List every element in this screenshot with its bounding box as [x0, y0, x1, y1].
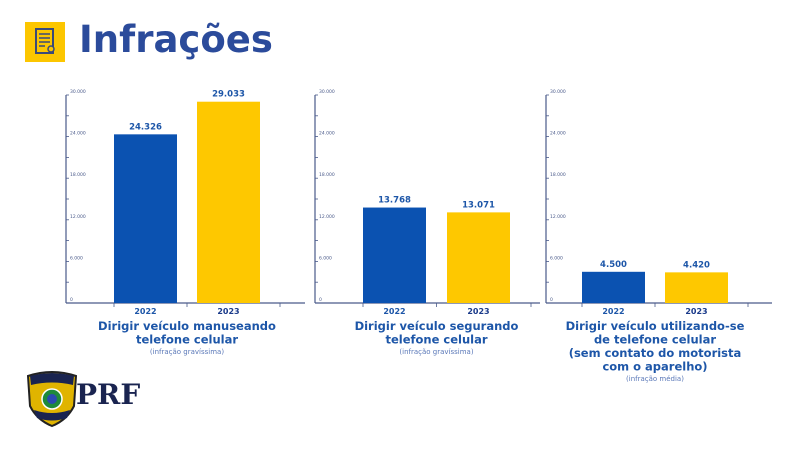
chart-title-line: de telefone celular: [594, 333, 716, 347]
chart-title-line: telefone celular: [385, 333, 487, 347]
y-tick-label: 6.000: [319, 255, 332, 261]
chart-subtitle: (infração gravíssima): [150, 348, 224, 356]
y-tick-label: 24.000: [319, 131, 335, 137]
y-tick-label: 18.000: [319, 172, 335, 178]
y-tick-label: 18.000: [550, 172, 566, 178]
value-label: 13.768: [378, 196, 411, 206]
y-tick-label: 12.000: [70, 214, 86, 220]
bar-2023: [197, 101, 260, 304]
y-tick-label: 24.000: [70, 131, 86, 137]
bar-2022: [363, 207, 426, 303]
category-label: 2023: [467, 307, 489, 316]
document-icon: [35, 28, 55, 54]
bar-2023: [665, 272, 728, 303]
chart-title-line: Dirigir veículo segurando: [355, 319, 519, 333]
y-tick-label: 30.000: [550, 89, 566, 95]
y-tick-label: 24.000: [550, 131, 566, 137]
chart-panel: 0 6.000 12.000 18.000 24.000 30.000 13.768 2022…: [314, 89, 540, 356]
y-tick-label: 0: [70, 297, 73, 303]
value-label: 24.326: [129, 122, 162, 132]
y-tick-label: 0: [550, 297, 553, 303]
chart-title-line: telefone celular: [136, 333, 238, 347]
value-label: 29.033: [212, 90, 245, 100]
category-label: 2022: [134, 307, 156, 316]
chart-title-line: com o aparelho): [602, 360, 707, 374]
bar-2022: [114, 134, 177, 303]
chart-subtitle: (infração gravíssima): [399, 348, 473, 356]
chart-title-line: (sem contato do motorista: [569, 346, 742, 360]
chart-title-line: Dirigir veículo utilizando-se: [566, 319, 745, 333]
category-label: 2023: [685, 307, 707, 316]
y-tick-label: 0: [319, 297, 322, 303]
bar-2022: [582, 271, 645, 303]
page-title: Infrações: [79, 18, 273, 61]
prf-badge-logo: [26, 371, 78, 428]
y-tick-label: 6.000: [550, 255, 563, 261]
category-label: 2023: [217, 307, 239, 316]
y-tick-label: 30.000: [319, 89, 335, 95]
y-tick-label: 12.000: [550, 214, 566, 220]
value-label: 4.420: [683, 260, 710, 270]
chart-subtitle: (infração média): [626, 375, 684, 383]
value-label: 4.500: [600, 260, 627, 270]
prf-logo-text: PRF: [76, 378, 141, 411]
y-tick-label: 30.000: [70, 89, 86, 95]
chart-panel: 0 6.000 12.000 18.000 24.000 30.000 24.326 2022…: [65, 89, 305, 356]
value-label: 13.071: [462, 200, 495, 210]
y-tick-label: 18.000: [70, 172, 86, 178]
y-tick-label: 12.000: [319, 214, 335, 220]
chart-title-line: Dirigir veículo manuseando: [98, 319, 276, 333]
category-label: 2022: [602, 307, 624, 316]
title-badge: [25, 22, 65, 62]
chart-panel: 0 6.000 12.000 18.000 24.000 30.000 4.500 2022 4…: [545, 89, 772, 383]
category-label: 2022: [383, 307, 405, 316]
y-tick-label: 6.000: [70, 255, 83, 261]
bar-2023: [447, 212, 510, 303]
